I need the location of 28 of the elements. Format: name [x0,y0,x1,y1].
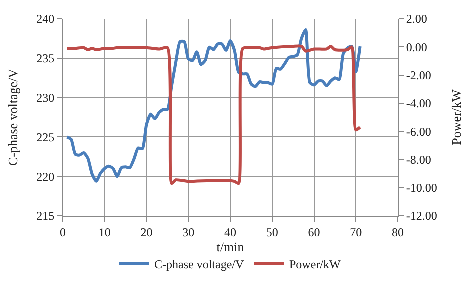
y-tick-label: 235 [36,52,55,66]
legend-label: C-phase voltage/V [154,258,244,272]
y-tick-label: 240 [36,12,55,26]
legend-label: Power/kW [289,258,342,272]
y2-tick-label: -10.00 [406,181,438,196]
y2-tick-label: -8.00 [406,152,432,167]
y-tick-label: 225 [36,130,55,144]
y-axis-title: C-phase voltage/V [6,68,21,166]
y2-axis-title: Power/kW [449,88,464,146]
x-tick-label: 10 [98,225,111,240]
x-tick-label: 40 [224,225,236,240]
y-tick-label: 230 [36,91,55,105]
x-tick-label: 0 [60,225,66,240]
y-tick-label: 220 [36,170,55,184]
x-tick-label: 50 [266,225,278,240]
y2-tick-label: -2.00 [406,68,432,82]
x-tick-label: 70 [350,225,362,240]
y2-tick-label: 0.00 [406,40,428,54]
y2-tick-label: 2.00 [406,12,428,26]
x-tick-label: 60 [308,225,320,240]
y2-tick-label: -6.00 [406,124,432,139]
x-tick-label: 80 [392,225,404,240]
x-tick-label: 20 [140,225,153,240]
x-tick-label: 30 [182,225,195,240]
y-tick-label: 215 [36,209,55,224]
x-axis-title: t/min [216,239,245,254]
y2-tick-label: -12.00 [406,209,438,224]
y2-tick-label: -4.00 [406,96,432,111]
